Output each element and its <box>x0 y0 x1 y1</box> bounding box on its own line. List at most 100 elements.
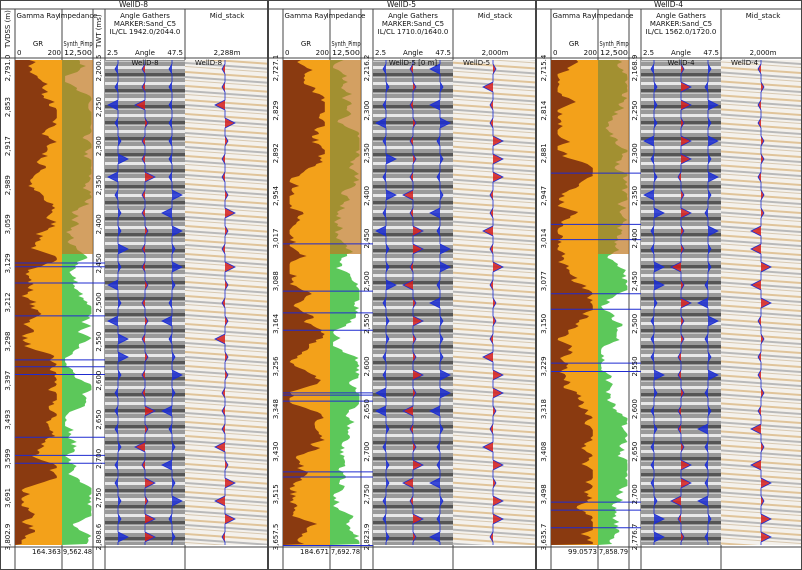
track-subtitle: IL/CL 1562.0/1720.0 <box>646 28 717 36</box>
depth-tick-label: 3,802.9 <box>4 524 12 551</box>
depth-tick-label: 3,014 <box>540 228 548 249</box>
depth-tick-label: 3,059 <box>4 214 12 234</box>
scale-max: 12,500 <box>64 49 92 57</box>
mid-offset: 2,000m <box>750 49 777 57</box>
scale-min: 0 <box>17 49 21 57</box>
twt-tick-label: 2,550 <box>95 332 103 352</box>
mid-stack <box>185 60 267 545</box>
mid-well-label: WellD-4 <box>731 59 759 67</box>
depth-tick-label: 3,408 <box>540 442 548 462</box>
scale-max: 47.5 <box>167 49 183 57</box>
gr-bottom-value: 164.363 <box>32 548 61 556</box>
twt-tick-label: 2,450 <box>363 229 371 249</box>
gr-bottom-value: 184.671 <box>300 548 329 556</box>
twt-tick-label: 2,550 <box>363 314 371 334</box>
twt-tick-label: 2,350 <box>631 186 639 206</box>
impedance-bottom-value: 7,858.79 <box>599 548 628 556</box>
depth-tick-label: 3,229 <box>540 356 548 376</box>
twt-tick-label: 2,500 <box>95 292 103 312</box>
depth-tick-label: 3,129 <box>4 253 12 273</box>
curve-name: GR <box>301 40 311 48</box>
mid-offset: 2,288m <box>214 49 241 57</box>
scale-axis: Angle <box>671 49 691 57</box>
depth-tick-label: 2,715.4 <box>540 54 548 81</box>
scale-min: 2.5 <box>107 49 118 57</box>
scale-min: 2.5 <box>375 49 386 57</box>
synthetic-wiggle <box>429 60 451 545</box>
depth-tick-label: 3,498 <box>540 484 548 504</box>
depth-tick-label: 3,017 <box>272 229 280 249</box>
twt-tick-label: 2,550 <box>631 356 639 376</box>
scale-min: 0 <box>553 49 557 57</box>
depth-tick-label: 2,881 <box>540 143 548 163</box>
twt-tick-label: 2,300 <box>95 136 103 156</box>
twt-tick-label: 2,600 <box>363 356 371 376</box>
twt-tick-label: 2,300 <box>631 143 639 163</box>
synthetic-wiggle <box>107 60 129 545</box>
track-title: Gamma Ray <box>552 12 595 20</box>
depth-tick-label: 3,515 <box>272 484 280 504</box>
scale-max: 200 <box>584 49 597 57</box>
well-panel: WellD-5 Gamma Ray Impedance Angle GathersMA… <box>268 0 536 570</box>
curve-name: Synth_Pimp <box>64 40 93 48</box>
depth-tick-label: 3,430 <box>272 442 280 462</box>
well-name: WellD-4 <box>654 0 683 9</box>
twt-tick-label: 2,650 <box>363 399 371 419</box>
scale-min: 0 <box>285 49 289 57</box>
twt-tick-label: 2,808.6 <box>95 523 103 550</box>
track-subtitle: IL/CL 1942.0/2044.0 <box>110 28 181 36</box>
track-subtitle: MARKER:Sand_C5 <box>114 20 176 28</box>
twt-tick-label: 2,400 <box>95 214 103 234</box>
twt-tick-label: 2,400 <box>363 186 371 206</box>
twt-tick-label: 2,700 <box>95 449 103 469</box>
twt-tick-label: 2,700 <box>363 442 371 462</box>
depth-tick-label: 2,727.1 <box>272 55 280 82</box>
track-subtitle: IL/CL 1710.0/1640.0 <box>378 28 449 36</box>
scale-max: 47.5 <box>435 49 451 57</box>
twt-tick-label: 2,400 <box>631 229 639 249</box>
depth-tick-label: 3,150 <box>540 314 548 334</box>
depth-tick-label: 3,657.5 <box>272 524 280 551</box>
synthetic-wiggle <box>134 60 156 545</box>
gr-bottom-value: 99.0573 <box>568 548 597 556</box>
synthetic-wiggle <box>375 60 397 545</box>
synthetic-wiggle <box>161 60 183 545</box>
impedance-bottom-value: 7,692.78 <box>331 548 360 556</box>
depth-tick-label: 2,853 <box>4 97 12 117</box>
angle-well-label: WellD-4 <box>667 59 695 67</box>
depth-tick-label: 3,397 <box>4 371 12 391</box>
depth-tick-label: 3,077 <box>540 271 548 291</box>
scale-max: 200 <box>48 49 61 57</box>
angle-well-label: WellD-5 [0 m] <box>389 59 438 67</box>
twt-tick-label: 2,750 <box>363 484 371 504</box>
synthetic-wiggle <box>697 60 719 545</box>
impedance-low <box>330 60 361 254</box>
mid-offset: 2,000m <box>482 49 509 57</box>
twt-tick-label: 2,776.7 <box>631 524 639 551</box>
twt-tick-label: 2,500 <box>631 314 639 334</box>
scale-max: 12,500 <box>332 49 360 57</box>
track-title: Gamma Ray <box>284 12 327 20</box>
track-title: Mid_stack <box>478 12 513 20</box>
mid-well-label: WellD-8 <box>195 59 222 67</box>
twt-tick-label: 2,500 <box>363 271 371 291</box>
depth-tick-label: 3,164 <box>272 313 280 334</box>
track-title: Angle Gathers <box>388 12 438 20</box>
depth-tick-label: 2,814 <box>540 100 548 121</box>
scale-max: 47.5 <box>703 49 719 57</box>
synthetic-wiggle <box>670 60 692 545</box>
depth-tick-label: 3,599 <box>4 449 12 469</box>
curve-name: Synth_Pimp <box>332 40 361 48</box>
twt-axis-label: TWT (ms) <box>95 14 103 49</box>
angle-well-label: WellD-8 <box>131 59 158 67</box>
scale-max: 200 <box>316 49 329 57</box>
curve-name: Synth_Pimp <box>600 40 629 48</box>
well-panel: WellD-4 Gamma Ray Impedance Angle GathersMA… <box>536 0 802 570</box>
track-title: Angle Gathers <box>120 12 170 20</box>
track-subtitle: MARKER:Sand_C5 <box>382 20 444 28</box>
depth-tick-label: 2,954 <box>272 185 280 206</box>
twt-tick-label: 2,700 <box>631 484 639 504</box>
track-title: Mid_stack <box>746 12 781 20</box>
depth-tick-label: 3,318 <box>540 399 548 419</box>
